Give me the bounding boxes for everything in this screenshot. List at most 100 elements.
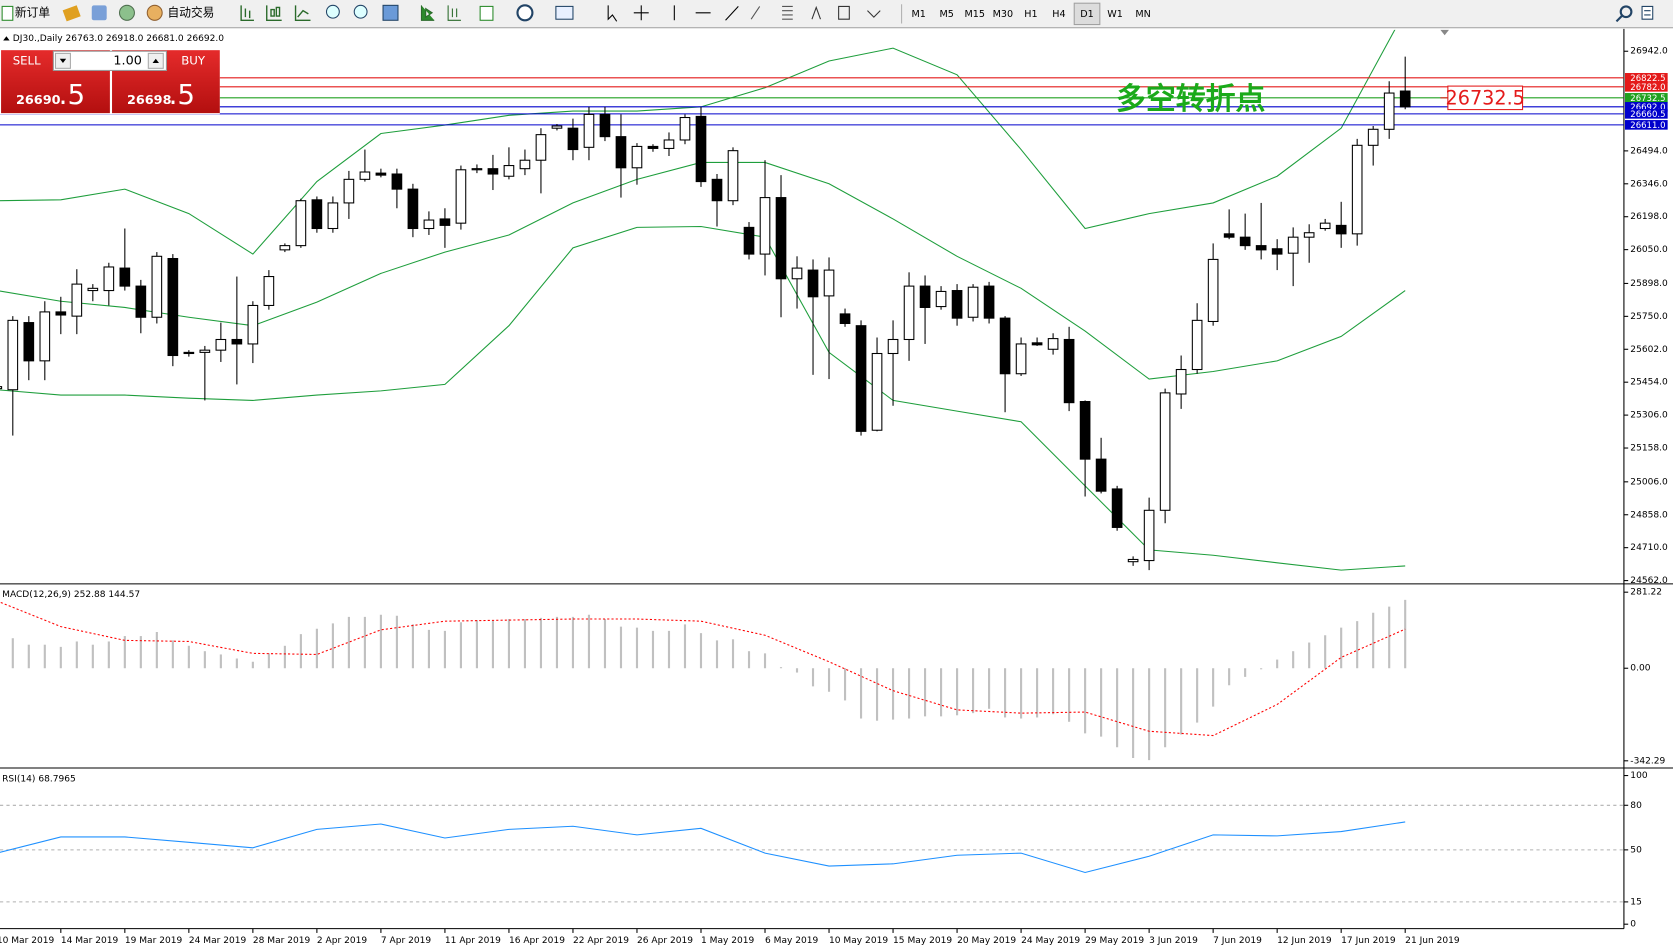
candle-body bbox=[71, 283, 83, 317]
rsi-plot bbox=[0, 804, 1624, 903]
lot-value[interactable]: 1.00 bbox=[113, 53, 141, 68]
price-level-label: 26660.5 bbox=[1630, 110, 1665, 120]
macd-plot bbox=[0, 599, 1407, 761]
drawing-icon[interactable] bbox=[673, 5, 739, 21]
shift-icon[interactable] bbox=[447, 5, 461, 21]
lot-field[interactable] bbox=[52, 50, 167, 71]
timeframe-button[interactable]: M15 bbox=[965, 9, 985, 20]
y-tick-label: 100 bbox=[1630, 771, 1648, 781]
candle-body bbox=[759, 197, 771, 255]
x-tick-label: 24 May 2019 bbox=[1021, 936, 1080, 946]
x-tick-label: 24 Mar 2019 bbox=[189, 936, 247, 946]
timeframe-button[interactable]: W1 bbox=[1107, 9, 1123, 20]
indicators-icon[interactable] bbox=[479, 5, 494, 21]
candle-body bbox=[375, 172, 387, 176]
y-tick-label: 50 bbox=[1630, 845, 1642, 855]
price-level-label: 26822.5 bbox=[1630, 74, 1665, 84]
y-tick-label: 281.22 bbox=[1630, 588, 1662, 598]
toolbar-icon[interactable] bbox=[91, 5, 107, 21]
chart-bg bbox=[0, 28, 1673, 950]
price-level-label: 26692.0 bbox=[1630, 103, 1665, 113]
templates-icon[interactable] bbox=[555, 5, 574, 20]
auto-trade-button[interactable]: 自动交易 bbox=[168, 5, 215, 19]
price-level-label-bg bbox=[1624, 82, 1668, 92]
toolbar-icon[interactable] bbox=[62, 5, 81, 22]
timeframe-button[interactable]: M1 bbox=[911, 9, 925, 20]
new-order-button[interactable]: 新订单 bbox=[15, 5, 50, 19]
sell-pip: .5 bbox=[59, 78, 85, 111]
x-tick-label: 29 May 2019 bbox=[1085, 936, 1144, 946]
buy-label[interactable]: BUY bbox=[181, 53, 206, 67]
annotation: 多空转折点 bbox=[1116, 82, 1265, 117]
candle-body bbox=[455, 169, 467, 224]
timeframe-button[interactable]: MN bbox=[1135, 9, 1150, 20]
x-tick-label: 22 Apr 2019 bbox=[573, 936, 629, 946]
candle-body bbox=[1351, 144, 1363, 235]
x-tick-label: 3 Jun 2019 bbox=[1149, 936, 1198, 946]
zoom-in-icon[interactable] bbox=[325, 4, 340, 19]
y-tick-label: 26346.0 bbox=[1630, 179, 1668, 189]
candle-body bbox=[663, 139, 675, 149]
candle-body bbox=[839, 313, 851, 325]
price-level-label: 26611.0 bbox=[1630, 121, 1665, 131]
crosshair-icon[interactable] bbox=[633, 5, 649, 21]
search-icon[interactable] bbox=[1619, 5, 1633, 19]
candle-body bbox=[471, 168, 483, 171]
bar-chart-icon[interactable] bbox=[240, 5, 254, 21]
cursor-icon[interactable] bbox=[607, 5, 618, 22]
candle-body bbox=[887, 338, 899, 355]
price-level-label: 26732.5 bbox=[1630, 94, 1665, 104]
y-tick-label: -342.29 bbox=[1630, 756, 1665, 766]
auto-trade-icon[interactable] bbox=[146, 4, 163, 21]
shift-marker bbox=[1440, 29, 1449, 36]
candle-body bbox=[951, 290, 963, 319]
candle-body bbox=[1111, 488, 1123, 528]
candle-body bbox=[359, 171, 371, 180]
y-tick-label: 26050.0 bbox=[1630, 245, 1668, 255]
timeframe-button[interactable]: M5 bbox=[940, 9, 954, 20]
candle-body bbox=[503, 165, 515, 177]
timeframe-button[interactable]: M30 bbox=[993, 9, 1013, 20]
y-tick-label: 25602.0 bbox=[1630, 345, 1668, 355]
new-order-icon[interactable] bbox=[1, 5, 14, 21]
candle-body bbox=[263, 276, 275, 306]
candle-body bbox=[439, 218, 451, 226]
candle-body bbox=[39, 311, 51, 362]
panel-title: RSI(14) 68.7965 bbox=[2, 775, 76, 785]
tile-icon[interactable] bbox=[382, 4, 399, 21]
candle-body bbox=[1031, 342, 1043, 346]
candle-body bbox=[327, 202, 339, 230]
timeframe-button[interactable]: H1 bbox=[1024, 9, 1037, 20]
drawing-icon[interactable] bbox=[750, 5, 793, 20]
candle-body bbox=[935, 290, 947, 308]
candle-body bbox=[167, 257, 179, 357]
periods-icon[interactable] bbox=[516, 4, 534, 22]
search-icon-handle bbox=[1615, 15, 1623, 23]
x-tick-label: 10 Mar 2019 bbox=[0, 936, 54, 946]
candle-body bbox=[711, 178, 723, 202]
timeframe-button[interactable]: H4 bbox=[1052, 9, 1065, 20]
candle-body bbox=[343, 178, 355, 204]
candle-body bbox=[423, 219, 435, 230]
sell-label[interactable]: SELL bbox=[13, 53, 41, 67]
candle-chart-icon[interactable] bbox=[266, 5, 282, 21]
y-tick-label: 25898.0 bbox=[1630, 279, 1668, 289]
zoom-out-icon[interactable] bbox=[353, 4, 368, 19]
drawing-icon[interactable] bbox=[811, 5, 881, 20]
autoscroll-icon[interactable] bbox=[420, 5, 435, 21]
x-tick-label: 11 Apr 2019 bbox=[445, 936, 501, 946]
x-tick-label: 14 Mar 2019 bbox=[61, 936, 119, 946]
x-tick-label: 28 Mar 2019 bbox=[253, 936, 311, 946]
timeframe-button[interactable]: D1 bbox=[1080, 9, 1093, 20]
y-tick-label: 24858.0 bbox=[1630, 510, 1668, 520]
buy-pip: .5 bbox=[169, 78, 195, 111]
candle-body bbox=[295, 200, 307, 247]
candle-body bbox=[135, 285, 147, 318]
account-icon[interactable] bbox=[1641, 5, 1654, 20]
y-tick-label: 25454.0 bbox=[1630, 378, 1668, 388]
candle-body bbox=[1255, 245, 1267, 251]
line-chart-icon[interactable] bbox=[294, 5, 311, 21]
price-level-label-bg bbox=[1624, 102, 1668, 112]
toolbar-icon[interactable] bbox=[118, 4, 135, 21]
